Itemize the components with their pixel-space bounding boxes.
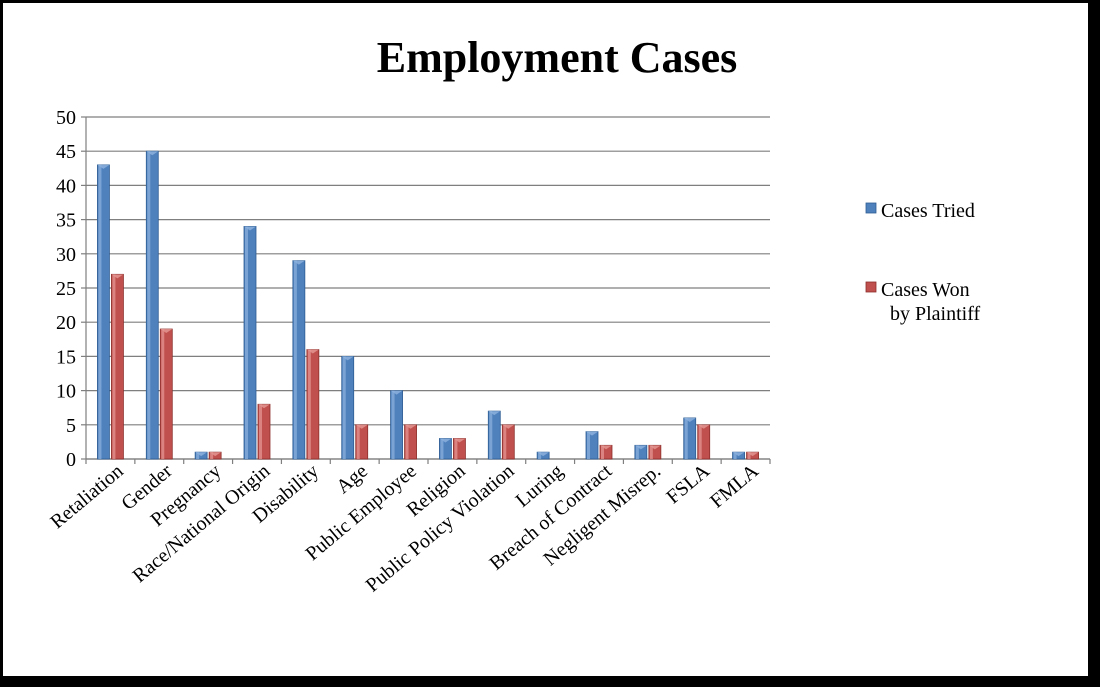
bar-highlight bbox=[391, 390, 395, 459]
y-axis-ticks: 0 5 10 15 20 25 30 35 40 45 50 bbox=[56, 107, 76, 471]
bar-highlight bbox=[503, 424, 507, 459]
y-tick-label: 25 bbox=[56, 278, 76, 300]
bar-highlight bbox=[98, 164, 102, 459]
bar-highlight bbox=[210, 452, 214, 459]
bar-top-bevel bbox=[634, 445, 647, 450]
y-tick-label: 40 bbox=[56, 175, 76, 197]
chart-title: Employment Cases bbox=[377, 33, 738, 82]
bar-highlight bbox=[196, 452, 200, 459]
bar-highlight bbox=[293, 260, 297, 459]
legend-swatch bbox=[865, 202, 877, 214]
bar-top-bevel bbox=[146, 151, 159, 156]
bar-top-bevel bbox=[244, 226, 256, 231]
bar-highlight bbox=[684, 417, 688, 459]
bar-top-bevel bbox=[732, 452, 745, 457]
bar-highlight bbox=[342, 356, 346, 459]
bar-top-bevel bbox=[404, 424, 417, 429]
bar-highlight bbox=[733, 452, 737, 459]
bar-top-bevel bbox=[439, 438, 452, 443]
frame-shadow-right bbox=[1088, 0, 1100, 687]
bar-highlight bbox=[649, 445, 653, 459]
y-tick-label: 20 bbox=[56, 312, 76, 334]
bar-highlight bbox=[635, 445, 639, 459]
x-tick-label: Retaliation bbox=[46, 460, 127, 533]
y-tick-label: 5 bbox=[66, 415, 76, 437]
y-tick-label: 30 bbox=[56, 244, 76, 266]
bar-highlight bbox=[147, 151, 151, 459]
bar-top-bevel bbox=[390, 390, 403, 395]
bar-top-bevel bbox=[648, 445, 661, 450]
x-tick-label: Age bbox=[332, 460, 372, 498]
bar-top-bevel bbox=[746, 452, 759, 457]
bar-highlight bbox=[307, 349, 311, 459]
bar-highlight bbox=[405, 424, 409, 459]
bar-highlight bbox=[489, 411, 493, 459]
legend-label: Cases Tried bbox=[881, 200, 975, 222]
bar-top-bevel bbox=[453, 438, 466, 443]
bar-highlight bbox=[747, 452, 751, 459]
bar-highlight bbox=[538, 452, 542, 459]
y-tick-label: 10 bbox=[56, 381, 76, 403]
x-tick-label: FMLA bbox=[706, 460, 763, 513]
bar-highlight bbox=[112, 274, 116, 459]
y-tick-label: 45 bbox=[56, 141, 76, 163]
bar-top-bevel bbox=[355, 424, 368, 429]
bar-top-bevel bbox=[697, 424, 710, 429]
y-tick-label: 35 bbox=[56, 210, 76, 232]
bar-highlight bbox=[587, 431, 590, 459]
bar-top-bevel bbox=[683, 417, 696, 422]
bar-top-bevel bbox=[502, 424, 515, 429]
bar-highlight bbox=[161, 329, 165, 459]
bar-highlight bbox=[356, 424, 360, 459]
x-axis-ticks: RetaliationGenderPregnancyRace/National … bbox=[46, 460, 763, 597]
bar-highlight bbox=[698, 424, 702, 459]
bar-highlight bbox=[454, 438, 458, 459]
bar-top-bevel bbox=[111, 274, 124, 279]
bar-highlight bbox=[245, 226, 248, 459]
bar-top-bevel bbox=[306, 349, 319, 354]
bar-highlight bbox=[601, 445, 604, 459]
y-tick-label: 15 bbox=[56, 346, 76, 368]
x-tick-label: FSLA bbox=[662, 460, 714, 509]
bar-highlight bbox=[440, 438, 444, 459]
y-tick-label: 0 bbox=[66, 449, 76, 471]
bar-top-bevel bbox=[537, 452, 550, 457]
bar-top-bevel bbox=[586, 431, 598, 436]
bar-top-bevel bbox=[195, 452, 208, 457]
bar-top-bevel bbox=[488, 411, 501, 416]
bar-top-bevel bbox=[341, 356, 354, 361]
bar-highlight bbox=[259, 404, 262, 459]
legend-swatch bbox=[865, 281, 877, 293]
gridlines bbox=[81, 116, 771, 464]
bar-top-bevel bbox=[600, 445, 612, 450]
y-tick-label: 50 bbox=[56, 107, 76, 129]
bars bbox=[97, 150, 759, 460]
bar-top-bevel bbox=[160, 329, 173, 334]
frame-shadow-bottom bbox=[0, 676, 1100, 687]
bar-top-bevel bbox=[209, 452, 222, 457]
bar-top-bevel bbox=[97, 164, 110, 169]
legend-label: by Plaintiff bbox=[890, 303, 981, 325]
bar-top-bevel bbox=[292, 260, 305, 265]
bar-top-bevel bbox=[258, 404, 270, 409]
legend-label: Cases Won bbox=[881, 279, 970, 301]
